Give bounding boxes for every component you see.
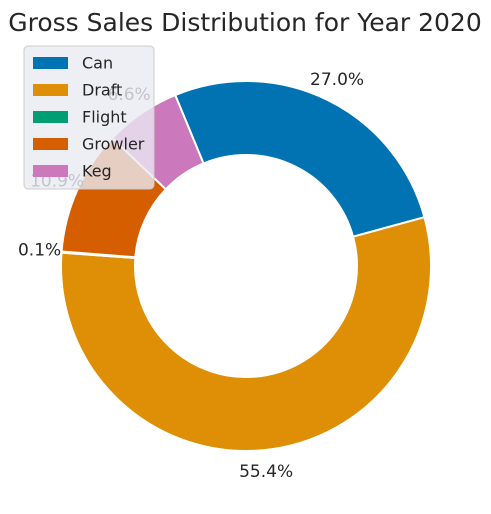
legend-label-can: Can — [82, 54, 113, 73]
legend-swatch-growler — [33, 138, 68, 150]
legend-swatch-can — [33, 57, 68, 69]
legend-swatch-keg — [33, 165, 68, 177]
value-label-flight: 0.1% — [18, 240, 61, 260]
chart-title: Gross Sales Distribution for Year 2020 — [8, 8, 482, 37]
legend-label-keg: Keg — [82, 162, 112, 181]
slice-draft — [60, 215, 432, 452]
legend-label-draft: Draft — [82, 81, 122, 100]
value-label-draft: 55.4% — [239, 462, 293, 482]
legend-label-growler: Growler — [82, 135, 145, 154]
legend-swatch-flight — [33, 111, 68, 123]
legend-swatch-draft — [33, 84, 68, 96]
legend: Can Draft Flight Growler Keg — [23, 45, 155, 190]
value-label-can: 27.0% — [310, 70, 364, 90]
legend-label-flight: Flight — [82, 108, 127, 127]
legend-box — [23, 45, 155, 190]
slice-can — [173, 80, 426, 238]
